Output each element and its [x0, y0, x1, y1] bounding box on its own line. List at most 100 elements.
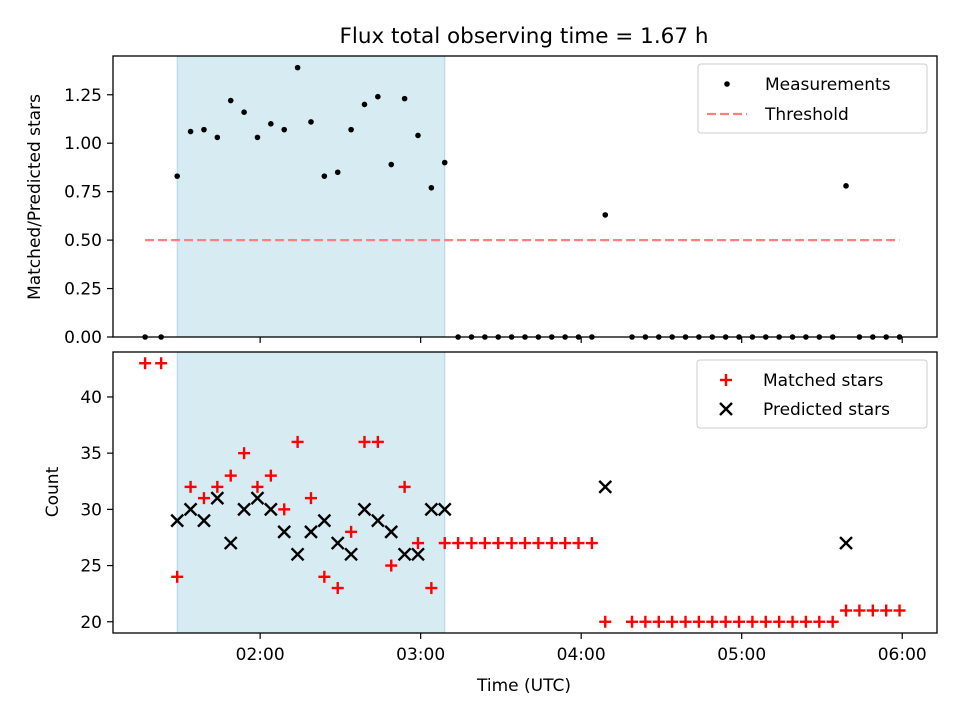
- bottom-xtick-label: 02:00: [236, 645, 285, 665]
- measurement-point: [227, 97, 234, 104]
- measurement-point: [375, 93, 381, 100]
- matched-star-point: [171, 570, 184, 583]
- legend-top: Measurements Threshold: [697, 63, 928, 134]
- predicted-star-point: [384, 524, 399, 539]
- predicted-star-point: [330, 536, 345, 550]
- predicted-star-point: [437, 502, 452, 517]
- measurement-point: [348, 126, 354, 133]
- bottom-xtick-label: 04:00: [557, 645, 606, 665]
- matched-star-point: [505, 537, 518, 550]
- matched-star-point: [411, 537, 424, 550]
- measurement-point: [201, 126, 207, 133]
- matched-star-point: [304, 492, 317, 505]
- bottom-series-matched-stars: [139, 357, 906, 628]
- measurement-point: [308, 119, 314, 125]
- matched-star-point: [666, 615, 679, 628]
- top-ytick-label: 0.75: [64, 183, 102, 203]
- matched-star-point: [545, 537, 558, 550]
- bottom-axes-frame: [112, 351, 938, 634]
- matched-star-point: [465, 537, 478, 550]
- legend-predicted-marker: [719, 402, 733, 416]
- top-axes-frame: [112, 55, 938, 338]
- matched-star-point: [438, 537, 451, 550]
- predicted-star-point: [344, 547, 358, 562]
- measurement-point: [241, 109, 247, 115]
- predicted-star-point: [839, 536, 853, 550]
- panel-top-ratio: 0.00 0.25 0.50 0.75 1.00 1.25 Matched/Predict…: [25, 55, 938, 348]
- matched-star-point: [652, 615, 665, 628]
- measurement-point: [334, 169, 341, 176]
- top-ylabel: Matched/Predicted stars: [25, 94, 45, 300]
- matched-star-point: [893, 604, 906, 617]
- matched-star-point: [826, 615, 839, 628]
- matched-star-point: [139, 357, 152, 370]
- measurement-point: [401, 95, 408, 102]
- bottom-ytick-label: 30: [80, 500, 102, 520]
- measurement-point: [441, 159, 448, 166]
- top-ytick-label: 1.25: [64, 86, 102, 106]
- matched-star-point: [155, 357, 168, 370]
- measurement-point: [602, 212, 609, 218]
- matched-star-point: [559, 537, 572, 550]
- legend-threshold-label: Threshold: [764, 105, 849, 125]
- predicted-star-point: [290, 547, 305, 562]
- matched-star-point: [197, 492, 210, 505]
- predicted-star-point: [397, 547, 412, 562]
- predicted-star-point: [197, 513, 211, 528]
- measurement-point: [361, 101, 368, 108]
- legend-bottom: Matched stars Predicted stars: [696, 359, 928, 429]
- measurement-point: [214, 134, 221, 141]
- predicted-star-point: [277, 524, 292, 539]
- matched-star-point: [706, 615, 719, 628]
- matched-star-point: [211, 480, 224, 493]
- matched-star-point: [478, 537, 491, 550]
- predicted-star-point: [304, 524, 318, 539]
- matched-star-point: [358, 435, 371, 448]
- measurement-point: [174, 173, 181, 179]
- matched-star-point: [492, 537, 505, 550]
- matched-star-point: [799, 615, 812, 628]
- matched-star-point: [264, 469, 277, 482]
- predicted-star-point: [223, 536, 238, 550]
- top-observing-span: [176, 55, 446, 338]
- matched-star-point: [371, 435, 384, 448]
- matched-star-point: [291, 435, 304, 448]
- bottom-xtick-label: 03:00: [396, 645, 445, 665]
- predicted-star-point: [411, 547, 425, 562]
- predicted-star-point: [250, 491, 265, 505]
- measurement-point: [254, 134, 261, 141]
- legend-bottom-frame: [696, 359, 928, 429]
- bottom-ytick-label: 35: [80, 444, 102, 464]
- matched-star-point: [626, 615, 639, 628]
- measurement-point: [321, 173, 328, 179]
- matched-star-point: [679, 615, 692, 628]
- legend-predicted-label: Predicted stars: [763, 400, 890, 420]
- matched-star-point: [880, 604, 893, 617]
- matched-star-point: [840, 604, 853, 617]
- matched-star-point: [773, 615, 786, 628]
- matched-star-point: [425, 582, 438, 595]
- predicted-star-point: [170, 513, 185, 528]
- matched-star-point: [385, 559, 398, 572]
- matched-star-point: [184, 480, 197, 493]
- bottom-ytick-label: 40: [80, 388, 102, 408]
- predicted-star-point: [317, 513, 332, 528]
- predicted-star-point: [237, 502, 251, 517]
- matched-star-point: [639, 615, 652, 628]
- predicted-star-point: [263, 502, 278, 517]
- predicted-star-point: [424, 502, 439, 517]
- matched-star-point: [251, 480, 264, 493]
- legend-top-frame: [697, 63, 928, 134]
- matched-star-point: [452, 537, 465, 550]
- matched-star-point: [853, 604, 866, 617]
- matched-star-point: [331, 582, 344, 595]
- measurement-point: [294, 64, 301, 71]
- matched-star-point: [746, 615, 759, 628]
- matched-star-point: [585, 537, 598, 550]
- matched-star-point: [345, 525, 358, 538]
- bottom-series-predicted-stars: [170, 480, 853, 562]
- matched-star-point: [398, 480, 411, 493]
- matched-star-point: [318, 570, 331, 583]
- top-ytick-label: 1.00: [64, 134, 102, 154]
